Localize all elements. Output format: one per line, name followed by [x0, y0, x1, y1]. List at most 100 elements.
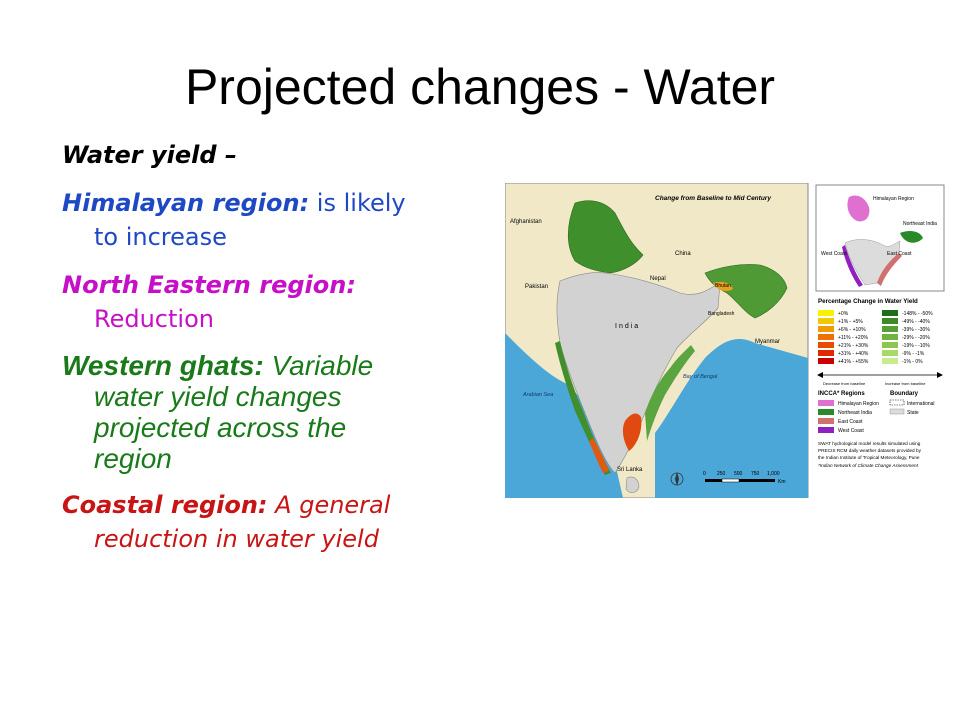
- label-arabian-sea: Arabian Sea: [522, 392, 553, 398]
- himalayan-text-cont: to increase: [94, 223, 227, 251]
- map-note-4: *Indian Network of Climate Change Assess…: [818, 463, 919, 468]
- scale-label-0: 0: [703, 471, 706, 477]
- north-eastern-heading: North Eastern region:: [62, 271, 356, 299]
- legend-increase-classes: +0% +1% - +5% +6% - +10% +11% - +20% +21…: [818, 310, 869, 365]
- legend-increase-0: +0%: [838, 311, 849, 317]
- boundary-swatch-state: [889, 408, 905, 415]
- legend-swatch-increase-2: [818, 326, 834, 332]
- inset-label-east-coast: East Coast: [887, 251, 912, 257]
- himalayan-heading: Himalayan region:: [62, 189, 310, 217]
- bullet-western-ghats: Western ghats: Variable water yield chan…: [62, 350, 482, 474]
- map-title: Change from Baseline to Mid Century: [655, 195, 771, 202]
- arrow-right-icon: [937, 372, 943, 378]
- legend-increase-4: +21% - +30%: [838, 343, 869, 349]
- legend-swatch-increase-4: [818, 342, 834, 348]
- arrow-left-label: Decrease from baseline: [823, 381, 866, 386]
- north-east-increase-patch: [713, 281, 733, 291]
- north-east-region-area: [704, 264, 788, 319]
- label-india: India: [615, 323, 640, 330]
- bullet-himalayan: Himalayan region: is likely to increase: [62, 186, 482, 254]
- legend-swatch-decrease-4: [882, 342, 898, 348]
- boundary-label-state: State: [907, 410, 919, 416]
- legend-decrease-classes: -148% - -50% -49% - -40% -39% - -30% -29…: [882, 310, 933, 365]
- label-nepal: Nepal: [650, 276, 666, 282]
- region-swatch-0: [818, 400, 834, 406]
- legend-decrease-1: -49% - -40%: [902, 319, 930, 325]
- scale-label-1000: 1,000: [767, 471, 780, 477]
- scale-label-250: 250: [717, 471, 726, 477]
- arrow-left-icon: [817, 372, 823, 378]
- legend-increase-3: +11% - +20%: [838, 335, 868, 341]
- coastal-text-cont: reduction in water yield: [94, 525, 379, 553]
- bullet-water-yield: Water yield –: [62, 141, 237, 169]
- legend-swatch-decrease-1: [882, 318, 898, 324]
- label-bhutan: Bhutan: [715, 283, 731, 289]
- label-sri-lanka: Sri Lanka: [617, 467, 643, 473]
- western-ghats-text-cont-2: projected across the: [94, 412, 347, 443]
- legend-increase-6: +41% - +55%: [838, 359, 869, 365]
- region-label-2: East Coast: [838, 419, 863, 425]
- bay-of-bengal-area: [655, 338, 808, 498]
- scale-bar-segment: [721, 478, 740, 483]
- region-swatch-1: [818, 409, 834, 415]
- label-afghanistan: Afghanistan: [510, 219, 542, 225]
- legend-increase-2: +6% - +10%: [838, 327, 866, 333]
- legend-swatch-increase-0: [818, 310, 834, 316]
- india-mainland: [556, 272, 721, 474]
- inset-label-west-coast: West Coast: [821, 251, 847, 257]
- regions-title: INCCA* Regions: [818, 391, 865, 397]
- region-label-1: Northeast India: [838, 410, 872, 416]
- legend-swatch-decrease-2: [882, 326, 898, 332]
- legend-swatch-decrease-6: [882, 358, 898, 364]
- scale-unit: Km: [778, 479, 786, 485]
- region-swatch-3: [818, 427, 834, 433]
- bullet-coastal: Coastal region: A general reduction in w…: [62, 488, 482, 556]
- legend-swatch-decrease-5: [882, 350, 898, 356]
- legend-decrease-0: -148% - -50%: [902, 311, 933, 317]
- bullet-list: Water yield – Himalayan region: is likel…: [62, 138, 482, 570]
- legend-swatch-decrease-3: [882, 334, 898, 340]
- scale-label-750: 750: [751, 471, 760, 477]
- label-china: China: [675, 251, 691, 257]
- himalayan-text: is likely: [309, 189, 406, 217]
- western-ghats-text-cont-1: water yield changes: [94, 381, 342, 412]
- inset-label-northeast: Northeast India: [903, 221, 937, 227]
- map-note-1: SWAT hydrological model results simulate…: [818, 441, 921, 446]
- region-label-3: West Coast: [838, 428, 864, 434]
- legend-decrease-4: -19% - -10%: [902, 343, 930, 349]
- boundary-swatch-international: [889, 399, 905, 406]
- legend-increase-1: +1% - +5%: [838, 319, 863, 325]
- western-ghats-increase-patch: [589, 438, 609, 473]
- label-bangladesh: Bangladesh: [708, 311, 735, 317]
- label-bay-of-bengal: Bay of Bengal: [683, 374, 718, 380]
- region-swatch-2: [818, 418, 834, 424]
- legend-swatch-increase-6: [818, 358, 834, 364]
- label-myanmar: Myanmar: [755, 339, 780, 345]
- legend-swatch-increase-3: [818, 334, 834, 340]
- slide-title: Projected changes - Water: [184, 59, 776, 115]
- legend-swatch-decrease-0: [882, 310, 898, 316]
- western-ghats-heading: Western ghats:: [62, 350, 264, 381]
- boundary-label-international: International: [907, 401, 935, 407]
- map-note-3: the Indian Institute of Tropical Meteoro…: [818, 455, 920, 460]
- west-coast-area: [555, 341, 611, 475]
- inset-northeast-region: [900, 230, 923, 243]
- western-ghats-text-cont-3: region: [94, 443, 172, 474]
- legend-decrease-5: -9% - -1%: [902, 351, 925, 357]
- compass-rose-icon: [675, 472, 679, 486]
- western-ghats-text: Variable: [263, 350, 374, 381]
- inset-east-coast-region: [877, 253, 902, 286]
- east-coast-increase-patch: [622, 413, 642, 451]
- sri-lanka-area: [625, 476, 640, 493]
- legend-decrease-3: -29% - -20%: [902, 335, 930, 341]
- inset-label-himalayan: Himalayan Region: [873, 196, 914, 202]
- north-eastern-text: Reduction: [94, 305, 214, 333]
- inset-west-coast-region: [842, 245, 863, 287]
- legend-swatch-increase-1: [818, 318, 834, 324]
- legend-decrease-2: -39% - -30%: [902, 327, 930, 333]
- scale-label-500: 500: [734, 471, 743, 477]
- legend-increase-5: +31% - +40%: [838, 351, 869, 357]
- scale-bar: [705, 479, 775, 482]
- boundary-title: Boundary: [890, 391, 919, 397]
- himalayan-region-area: [567, 200, 644, 274]
